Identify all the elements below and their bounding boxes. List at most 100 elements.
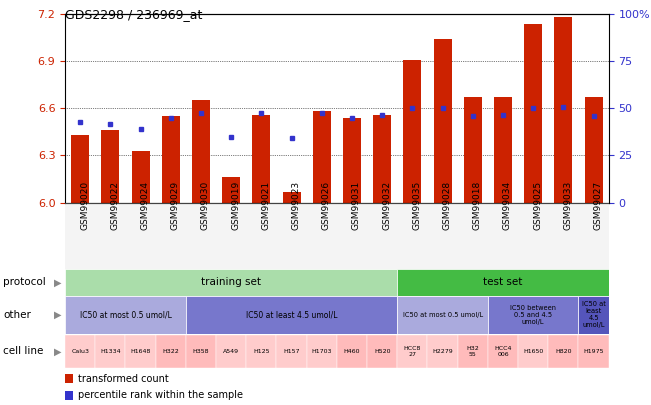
Bar: [579, 202, 609, 269]
Bar: [216, 202, 246, 269]
Bar: [337, 202, 367, 269]
Bar: [404, 60, 421, 202]
Bar: [253, 115, 270, 202]
Bar: [65, 269, 397, 296]
Text: GDS2298 / 236969_at: GDS2298 / 236969_at: [65, 8, 202, 21]
Bar: [373, 115, 391, 202]
Bar: [555, 17, 572, 202]
Text: transformed count: transformed count: [78, 374, 169, 384]
Text: H1650: H1650: [523, 349, 544, 354]
Bar: [156, 202, 186, 269]
Bar: [579, 335, 609, 368]
Text: H322: H322: [162, 349, 179, 354]
Text: GSM99031: GSM99031: [352, 181, 361, 230]
Text: GSM99023: GSM99023: [292, 181, 301, 230]
Bar: [458, 335, 488, 368]
Bar: [161, 116, 180, 202]
Text: IC50 between
0.5 and 4.5
umol/L: IC50 between 0.5 and 4.5 umol/L: [510, 305, 556, 325]
Bar: [548, 202, 579, 269]
Text: H1648: H1648: [130, 349, 151, 354]
Bar: [524, 23, 542, 202]
Text: GSM99033: GSM99033: [563, 181, 572, 230]
Bar: [186, 335, 216, 368]
Bar: [518, 335, 548, 368]
Bar: [132, 151, 150, 202]
Bar: [156, 335, 186, 368]
Text: test set: test set: [483, 277, 523, 288]
Bar: [488, 296, 579, 334]
Bar: [246, 202, 277, 269]
Bar: [126, 335, 156, 368]
Text: GSM99020: GSM99020: [80, 181, 89, 230]
Bar: [246, 335, 277, 368]
Text: H157: H157: [283, 349, 300, 354]
Bar: [494, 97, 512, 202]
Bar: [312, 111, 331, 202]
Text: protocol: protocol: [3, 277, 46, 288]
Text: H125: H125: [253, 349, 270, 354]
Text: A549: A549: [223, 349, 240, 354]
Text: GSM99025: GSM99025: [533, 181, 542, 230]
Text: H460: H460: [344, 349, 360, 354]
Bar: [307, 202, 337, 269]
Text: GSM99030: GSM99030: [201, 181, 210, 230]
Bar: [488, 202, 518, 269]
Text: GSM99021: GSM99021: [262, 181, 270, 230]
Text: HCC8
27: HCC8 27: [404, 346, 421, 357]
Text: IC50 at
least
4.5
umol/L: IC50 at least 4.5 umol/L: [581, 301, 605, 328]
Text: GSM99022: GSM99022: [111, 181, 119, 230]
Bar: [367, 202, 397, 269]
Bar: [548, 335, 579, 368]
Text: H1334: H1334: [100, 349, 120, 354]
Bar: [277, 335, 307, 368]
Text: GSM99018: GSM99018: [473, 181, 482, 230]
Bar: [428, 335, 458, 368]
Bar: [65, 202, 95, 269]
Bar: [579, 296, 609, 334]
Text: IC50 at most 0.5 umol/L: IC50 at most 0.5 umol/L: [79, 310, 171, 320]
Bar: [71, 135, 89, 202]
Bar: [464, 97, 482, 202]
Text: H2279: H2279: [432, 349, 453, 354]
Text: GSM99035: GSM99035: [412, 181, 421, 230]
Text: IC50 at least 4.5 umol/L: IC50 at least 4.5 umol/L: [246, 310, 337, 320]
Bar: [192, 100, 210, 202]
Bar: [186, 296, 397, 334]
Bar: [307, 335, 337, 368]
Text: H1703: H1703: [312, 349, 332, 354]
Text: cell line: cell line: [3, 346, 44, 356]
Text: H520: H520: [374, 349, 391, 354]
Bar: [585, 97, 603, 202]
Bar: [222, 177, 240, 202]
Bar: [397, 202, 428, 269]
Bar: [343, 118, 361, 202]
Bar: [216, 335, 246, 368]
Text: GSM99027: GSM99027: [594, 181, 603, 230]
Bar: [126, 202, 156, 269]
Text: ▶: ▶: [53, 346, 61, 356]
Text: other: other: [3, 310, 31, 320]
Bar: [488, 335, 518, 368]
Bar: [428, 202, 458, 269]
Bar: [397, 269, 609, 296]
Bar: [367, 335, 397, 368]
Bar: [102, 130, 119, 202]
Text: GSM99024: GSM99024: [141, 181, 150, 230]
Text: GSM99028: GSM99028: [443, 181, 452, 230]
Text: H32
55: H32 55: [466, 346, 479, 357]
Text: HCC4
006: HCC4 006: [494, 346, 512, 357]
Text: GSM99019: GSM99019: [231, 181, 240, 230]
Text: percentile rank within the sample: percentile rank within the sample: [78, 390, 243, 400]
Text: H820: H820: [555, 349, 572, 354]
Text: H358: H358: [193, 349, 209, 354]
Text: GSM99029: GSM99029: [171, 181, 180, 230]
Bar: [518, 202, 548, 269]
Text: GSM99034: GSM99034: [503, 181, 512, 230]
Bar: [434, 39, 452, 202]
Bar: [397, 335, 428, 368]
Text: ▶: ▶: [53, 310, 61, 320]
Bar: [337, 335, 367, 368]
Text: training set: training set: [201, 277, 261, 288]
Text: H1975: H1975: [583, 349, 604, 354]
Bar: [95, 335, 126, 368]
